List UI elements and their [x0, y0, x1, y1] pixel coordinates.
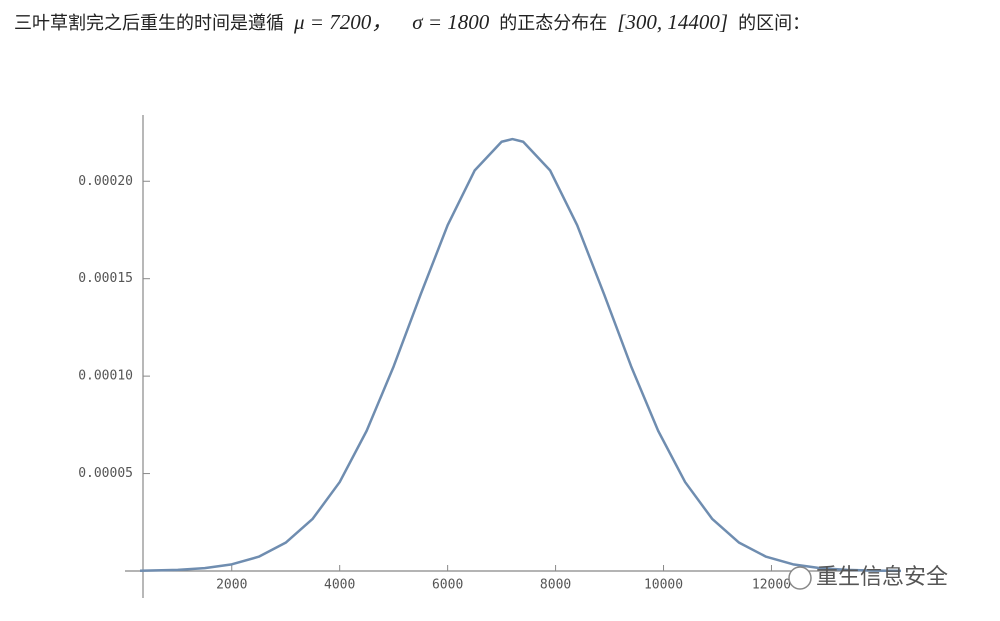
y-tick-label: 0.00010: [78, 369, 133, 384]
math: [300, 14400]: [617, 10, 729, 34]
math: μ = 7200，: [294, 10, 393, 34]
x-tick-label: 2000: [216, 578, 247, 593]
x-tick-label: 4000: [324, 578, 355, 593]
text: 的区间：: [738, 13, 811, 34]
x-tick-label: 10000: [644, 578, 683, 593]
y-tick-label: 0.00015: [78, 271, 133, 286]
text: 三叶草割完之后重生的时间是遵循: [14, 13, 284, 34]
y-tick-label: 0.00020: [78, 174, 133, 189]
math: σ = 1800: [412, 10, 490, 34]
text: 的正态分布在: [499, 13, 608, 34]
x-tick-label: 12000: [752, 578, 791, 593]
watermark-icon: [788, 566, 812, 590]
y-tick-label: 0.00005: [78, 466, 133, 481]
paragraph: 三叶草割完之后重生的时间是遵循 μ = 7200， σ = 1800 的正态分布在 [3…: [14, 2, 949, 44]
watermark: 重生信息安全: [788, 565, 948, 590]
watermark-text: 重生信息安全: [816, 565, 948, 590]
line: [139, 137, 902, 573]
x-tick-label: 6000: [432, 578, 463, 593]
x-tick-label: 8000: [540, 578, 571, 593]
